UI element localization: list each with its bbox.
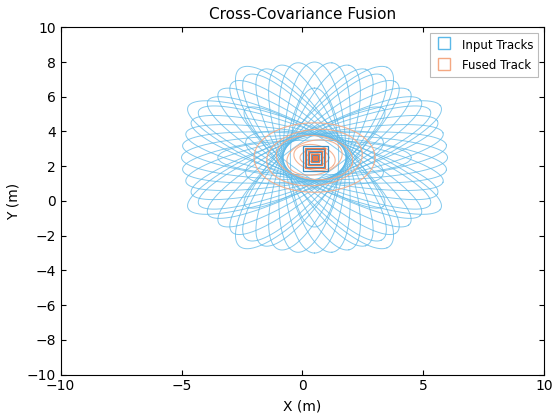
X-axis label: X (m): X (m) [283, 399, 321, 413]
Title: Cross-Covariance Fusion: Cross-Covariance Fusion [209, 7, 396, 22]
Y-axis label: Y (m): Y (m) [7, 182, 21, 220]
Legend: Input Tracks, Fused Track: Input Tracks, Fused Track [430, 33, 538, 77]
